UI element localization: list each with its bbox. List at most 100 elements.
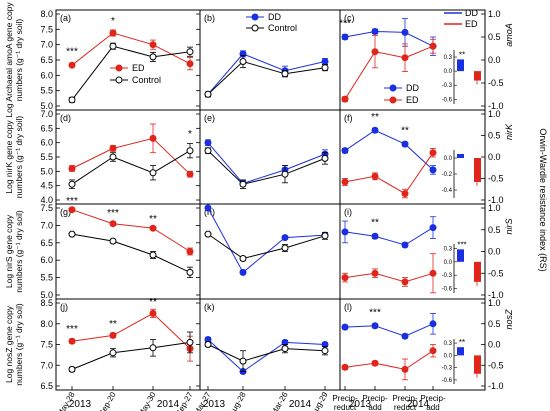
inset-bar-dd xyxy=(457,347,464,356)
y-axis-label: Log nirS gene copy xyxy=(4,214,14,288)
inset-tick-label: -0.3 xyxy=(442,273,453,279)
legend-label: DD xyxy=(268,12,281,22)
series-control-point xyxy=(321,347,329,355)
inset-bar-dd xyxy=(457,59,464,72)
significance-stars: *** xyxy=(66,46,78,57)
series-control-point xyxy=(68,96,76,104)
series-control-point xyxy=(68,365,76,373)
series-control-point xyxy=(281,244,289,252)
series-ed-point xyxy=(149,41,157,49)
inset-tick-label: -0.3 xyxy=(442,83,453,89)
legend-marker xyxy=(389,84,397,92)
series-control-point xyxy=(109,349,117,357)
panel-label: (f) xyxy=(344,113,353,123)
series-dd-point xyxy=(371,232,379,240)
y-tick-label: 6.0 xyxy=(40,255,53,265)
series-dd-line xyxy=(344,129,434,171)
inset-stars: *** xyxy=(457,240,466,249)
legend-marker xyxy=(389,96,397,104)
series-ed-point xyxy=(149,309,157,317)
y-tick-label: 7.0 xyxy=(40,220,53,230)
series-ed-point xyxy=(68,206,76,214)
series-dd-point xyxy=(239,268,247,276)
y2-tick-label: -1.0 xyxy=(488,290,504,300)
series-control-point xyxy=(109,153,117,161)
y2-tick-label: 1.0 xyxy=(488,298,501,308)
significance-stars: *** xyxy=(339,18,351,29)
series-ed-line xyxy=(71,312,191,349)
series-dd-point xyxy=(341,147,349,155)
inset-tick-label: 0.0 xyxy=(444,156,453,162)
panel-frame xyxy=(55,109,201,205)
significance-stars: ** xyxy=(371,218,379,229)
panel-label: (a) xyxy=(60,13,71,23)
series-control-point xyxy=(109,42,117,50)
y2-tick-label: -0.5 xyxy=(488,360,504,370)
y2-tick-label: 0.5 xyxy=(488,225,501,235)
inset-bar-ed xyxy=(474,158,481,182)
panel-label: (d) xyxy=(60,113,71,123)
series-ed-point xyxy=(341,95,349,103)
series-control-point xyxy=(204,90,212,98)
series-dd-point xyxy=(429,224,437,232)
series-ed-point xyxy=(341,178,349,186)
series-ed-point xyxy=(109,220,117,228)
gene-label: amoA xyxy=(504,23,514,47)
panel-label: (b) xyxy=(204,13,215,23)
inset-tick-label: -0.2 xyxy=(442,172,453,178)
y-tick-label: 7.5 xyxy=(40,24,53,34)
significance-stars: *** xyxy=(107,208,119,219)
y-tick-label: 5.0 xyxy=(40,166,53,176)
y-axis-label: numbers (g⁻¹ dry soil) xyxy=(14,116,24,199)
series-ed-line xyxy=(71,137,191,175)
significance-stars: *** xyxy=(66,324,78,335)
x-tick-label: May-30 xyxy=(137,390,158,411)
series-dd-point xyxy=(401,241,409,249)
series-control-point xyxy=(239,357,247,365)
y2-axis-label: Orwin-Wardle resistance index (RS) xyxy=(538,128,548,271)
series-control-line xyxy=(207,233,326,260)
y-tick-label: 5.0 xyxy=(40,101,53,111)
y-tick-label: 8.5 xyxy=(40,298,53,308)
inset-tick-label: -0.6 xyxy=(442,378,453,384)
series-ed-point xyxy=(371,359,379,367)
y2-tick-label: 1.0 xyxy=(488,9,501,19)
y-tick-label: 5.5 xyxy=(40,273,53,283)
x-tick-label: Sep-20 xyxy=(97,390,118,411)
inset-tick-label: -0.6 xyxy=(442,97,453,103)
x-tick-label: reduct xyxy=(334,403,357,411)
series-ed-point xyxy=(401,54,409,62)
panel-frame xyxy=(55,9,201,111)
y2-tick-label: -0.5 xyxy=(488,78,504,88)
inset-stars: ** xyxy=(459,50,465,59)
series-ed-line xyxy=(344,45,434,100)
series-ed-point xyxy=(401,365,409,373)
series-ed-point xyxy=(186,248,194,255)
series-ed-line xyxy=(71,32,191,66)
series-control-point xyxy=(186,147,194,155)
x-tick-label: Aug-29 xyxy=(309,390,330,411)
series-ed-point xyxy=(109,29,117,37)
series-dd-point xyxy=(371,126,379,134)
series-control-point xyxy=(281,170,289,178)
series-control-point xyxy=(281,70,289,78)
inset-bar-dd xyxy=(457,249,464,262)
series-control-point xyxy=(68,180,76,188)
x-tick-label: Aug-28 xyxy=(227,390,248,411)
panel-label: (c) xyxy=(344,13,355,23)
series-control-point xyxy=(204,230,212,238)
x-tick-label: reduct xyxy=(394,403,417,411)
panel-label: (e) xyxy=(204,113,215,123)
series-ed-point xyxy=(341,274,349,282)
y-tick-label: 6.5 xyxy=(40,381,53,391)
inset-tick-label: 0.3 xyxy=(444,55,453,61)
significance-stars: ** xyxy=(401,126,409,137)
y-axis-label: Log nirK gene copy xyxy=(4,120,14,194)
y-tick-label: 4.0 xyxy=(40,195,53,205)
significance-stars: ** xyxy=(109,319,117,330)
series-dd-line xyxy=(344,323,434,337)
series-ed-point xyxy=(149,224,157,232)
y-tick-label: 6.5 xyxy=(40,238,53,248)
y2-tick-label: 0.0 xyxy=(488,152,501,162)
inset-bar-dd xyxy=(457,154,464,158)
